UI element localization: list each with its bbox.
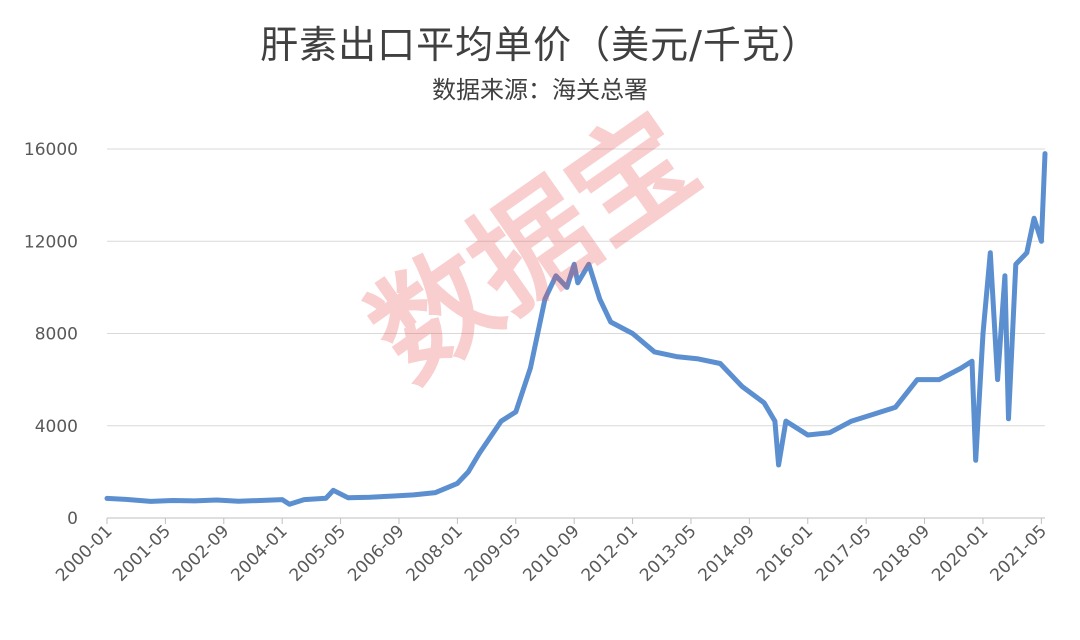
- x-tick-label: 2009-05: [461, 521, 525, 585]
- x-tick-label: 2000-01: [52, 521, 116, 585]
- grid-lines: [107, 148, 1045, 427]
- x-tick-label: 2002-09: [169, 521, 233, 585]
- y-tick-label: 16000: [24, 140, 78, 160]
- y-tick-label: 8000: [35, 325, 78, 345]
- x-tick-label: 2016-01: [753, 521, 817, 585]
- y-tick-label: 0: [67, 509, 78, 529]
- x-tick-label: 2012-01: [578, 521, 642, 585]
- x-tick-label: 2005-05: [286, 521, 350, 585]
- x-tick-label: 2008-01: [403, 521, 467, 585]
- x-tick-label: 2020-01: [928, 521, 992, 585]
- x-tick-label: 2018-09: [870, 521, 934, 585]
- x-tick-label: 2006-09: [344, 521, 408, 585]
- x-tick-label: 2021-05: [987, 521, 1051, 585]
- x-tick-label: 2010-09: [519, 521, 583, 585]
- x-tick-label: 2017-05: [811, 521, 875, 585]
- x-axis-ticks: 2000-012001-052002-092004-012005-052006-…: [52, 518, 1051, 586]
- x-tick-label: 2013-05: [636, 521, 700, 585]
- y-tick-label: 4000: [35, 417, 78, 437]
- y-tick-label: 12000: [24, 232, 78, 252]
- x-tick-label: 2014-09: [695, 521, 759, 585]
- chart-subtitle: 数据来源：海关总署: [432, 76, 648, 104]
- x-tick-label: 2001-05: [111, 521, 175, 585]
- chart-title: 肝素出口平均单价（美元/千克）: [260, 23, 820, 67]
- series-line: [104, 151, 1048, 507]
- x-tick-label: 2004-01: [227, 521, 291, 585]
- y-axis-ticks: 0 4000 8000 12000 16000: [24, 140, 78, 529]
